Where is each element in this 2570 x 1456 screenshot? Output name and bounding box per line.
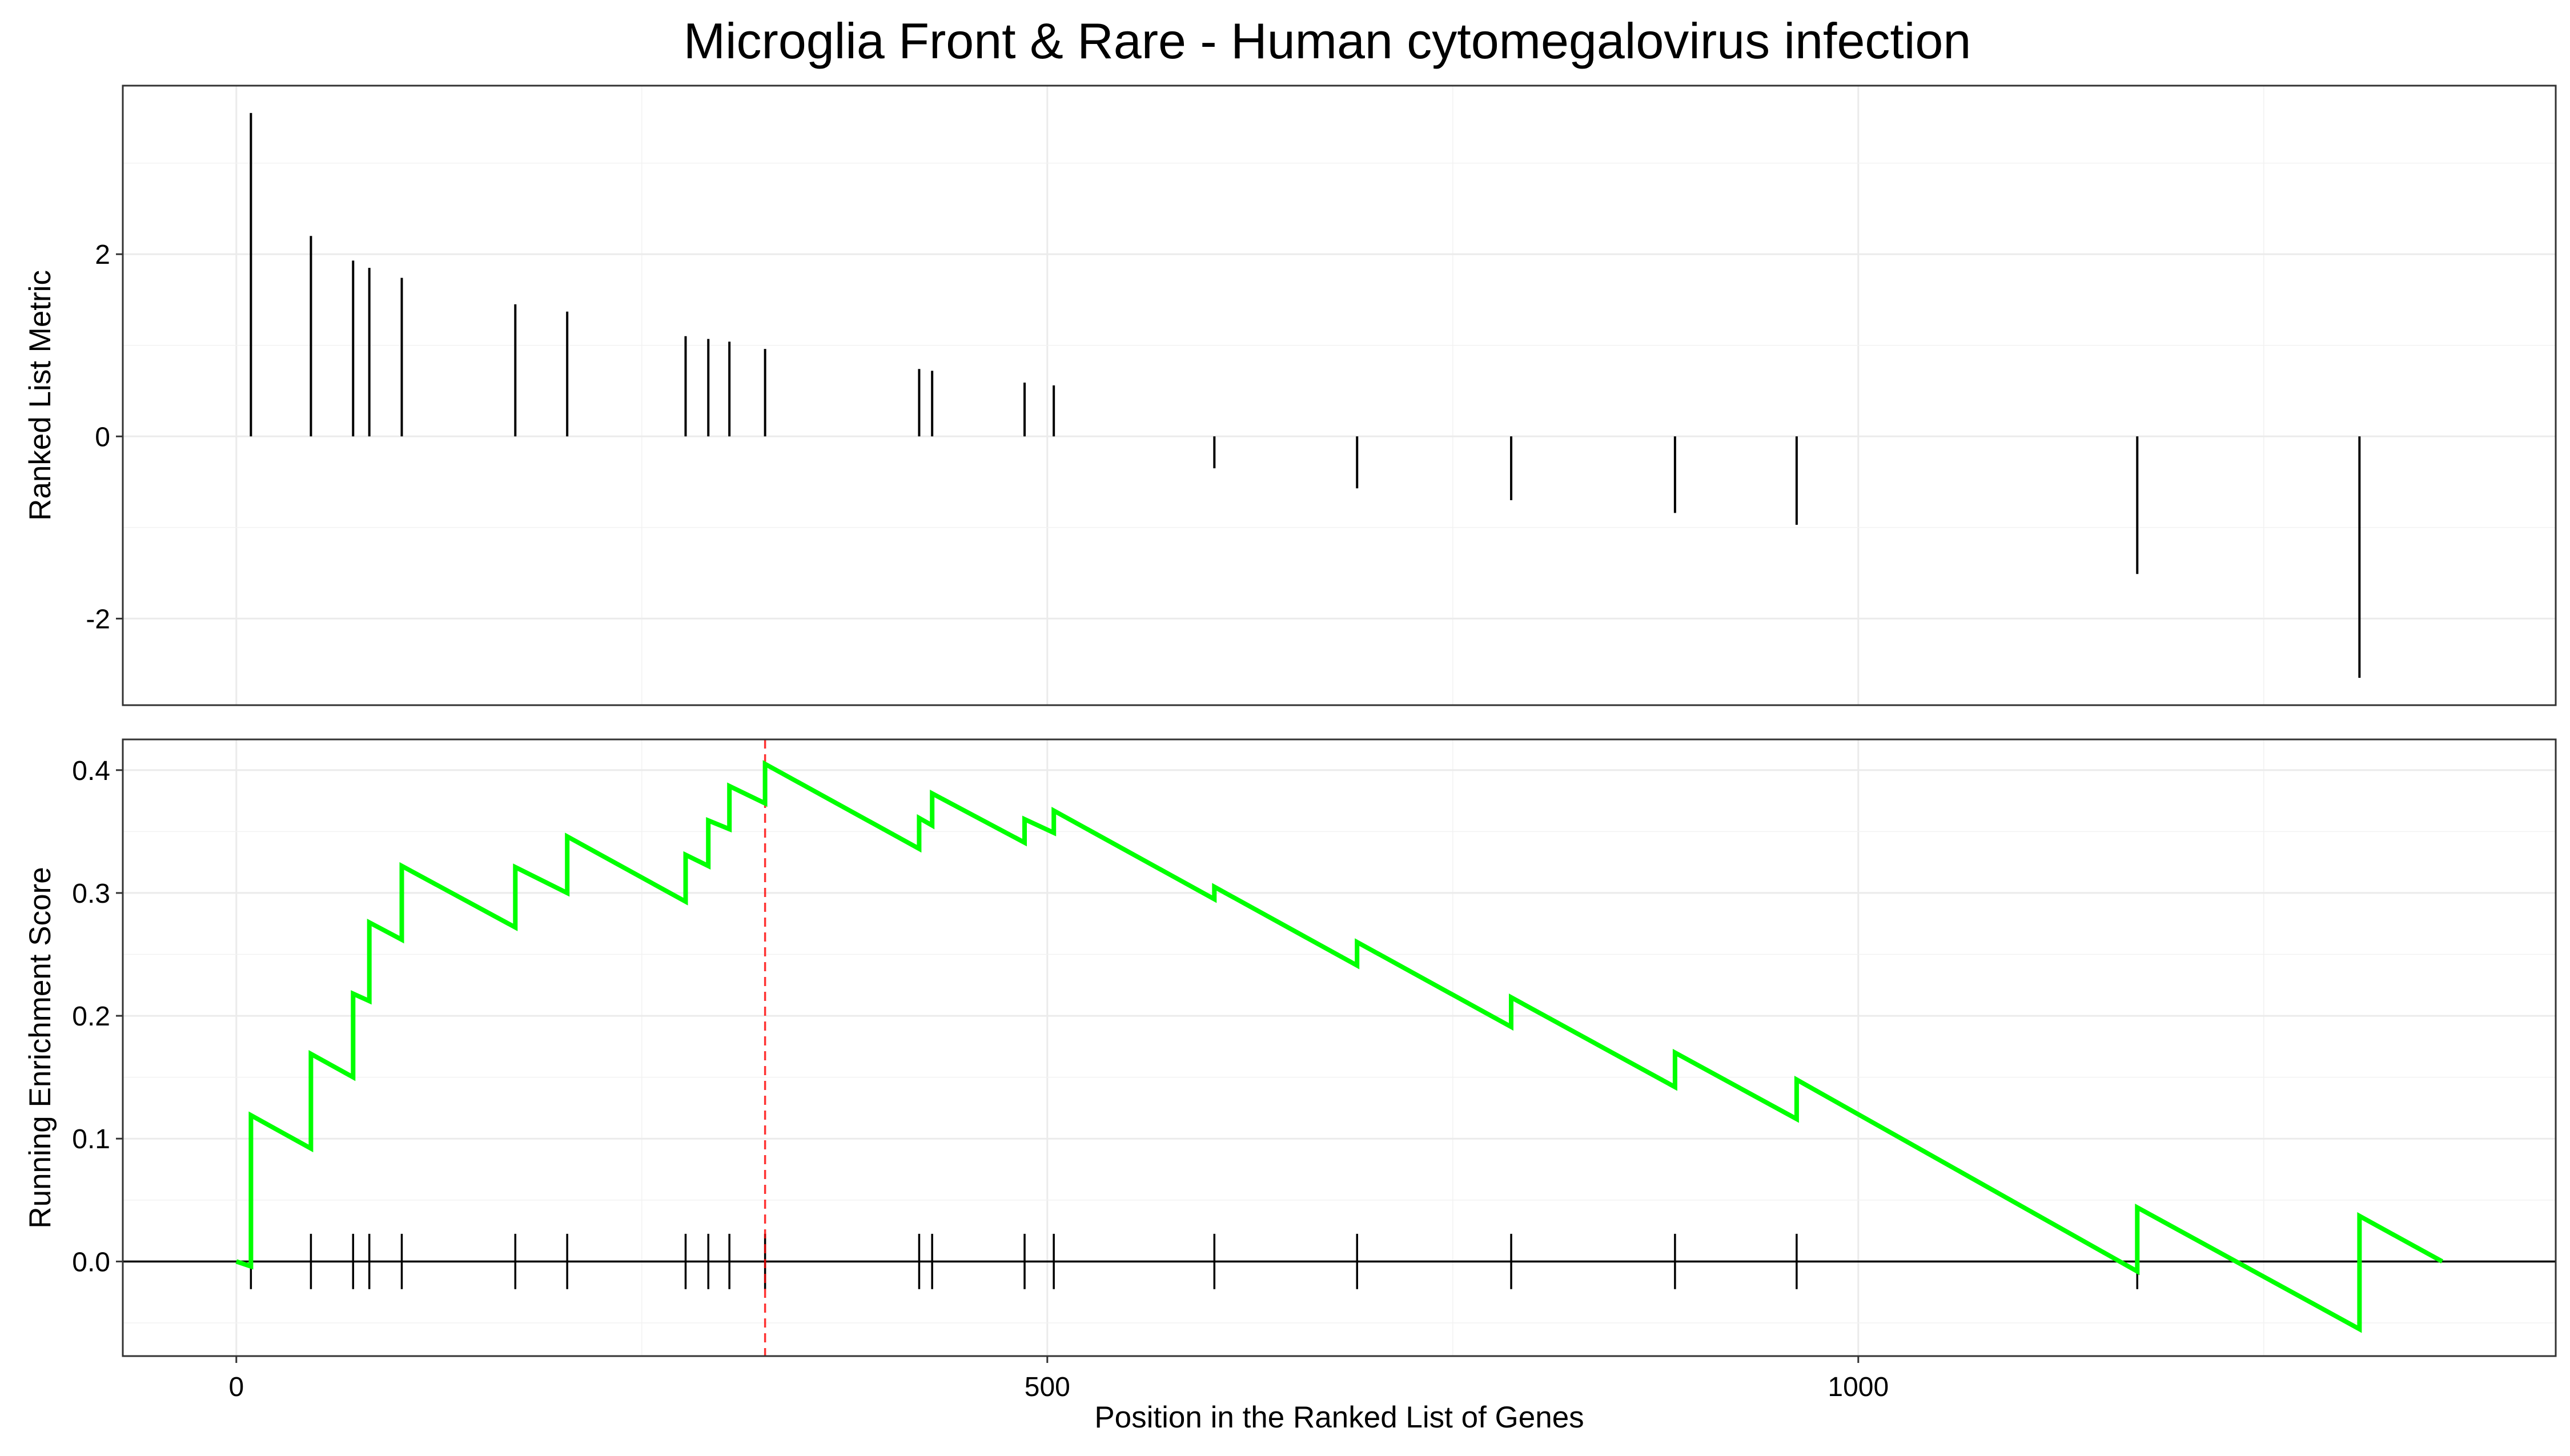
ranked-metric-bars	[250, 112, 2361, 678]
ranked-metric-panel-border	[122, 85, 2557, 706]
y-tick-label: 2	[95, 240, 110, 270]
enrichment-score-y-axis-title: Running Enrichment Score	[23, 867, 57, 1228]
x-tick-label: 0	[228, 1372, 244, 1402]
enrichment-score-y-axis: 0.0 0.1 0.2 0.3 0.4	[72, 756, 123, 1277]
ranked-metric-y-axis: -2 0 2	[86, 240, 123, 634]
y-tick-label: 0.4	[72, 756, 110, 786]
y-tick-label: 0.3	[72, 879, 110, 909]
x-axis: 0 500 1000	[228, 1356, 1889, 1402]
y-tick-label: 0.0	[72, 1247, 110, 1277]
x-axis-title: Position in the Ranked List of Genes	[1094, 1401, 1584, 1434]
ranked-metric-gridlines	[123, 86, 2556, 705]
enrichment-curve-group	[235, 760, 2444, 1333]
x-tick-label: 1000	[1828, 1372, 1889, 1402]
y-tick-label: 0.1	[72, 1124, 110, 1155]
y-tick-label: 0.2	[72, 1001, 110, 1032]
ranked-metric-y-axis-title: Ranked List Metric	[23, 270, 57, 521]
enrichment-score-panel: 0.0 0.1 0.2 0.3 0.4 Running Enrichment Score	[23, 738, 2557, 1357]
ranked-metric-panel: -2 0 2 Ranked List Metric	[23, 85, 2557, 706]
y-tick-label: 0	[95, 422, 110, 452]
enrichment-score-line	[235, 760, 2444, 1333]
x-tick-label: 500	[1025, 1372, 1070, 1402]
y-tick-label: -2	[86, 604, 110, 634]
enrichment-score-panel-border	[122, 738, 2557, 1357]
chart-title: Microglia Front & Rare - Human cytomegal…	[684, 13, 1971, 69]
